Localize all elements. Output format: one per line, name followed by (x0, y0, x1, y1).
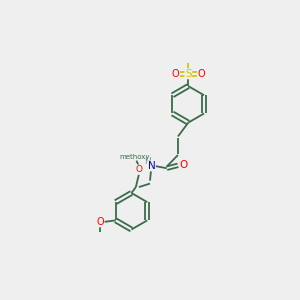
Text: S: S (185, 69, 192, 79)
Text: O: O (171, 69, 179, 79)
Text: O: O (180, 160, 188, 170)
Text: O: O (96, 217, 104, 227)
Text: H: H (144, 157, 150, 166)
Text: N: N (148, 161, 155, 171)
Text: methoxy: methoxy (120, 154, 150, 160)
Text: O: O (136, 165, 143, 174)
Text: O: O (198, 69, 205, 79)
